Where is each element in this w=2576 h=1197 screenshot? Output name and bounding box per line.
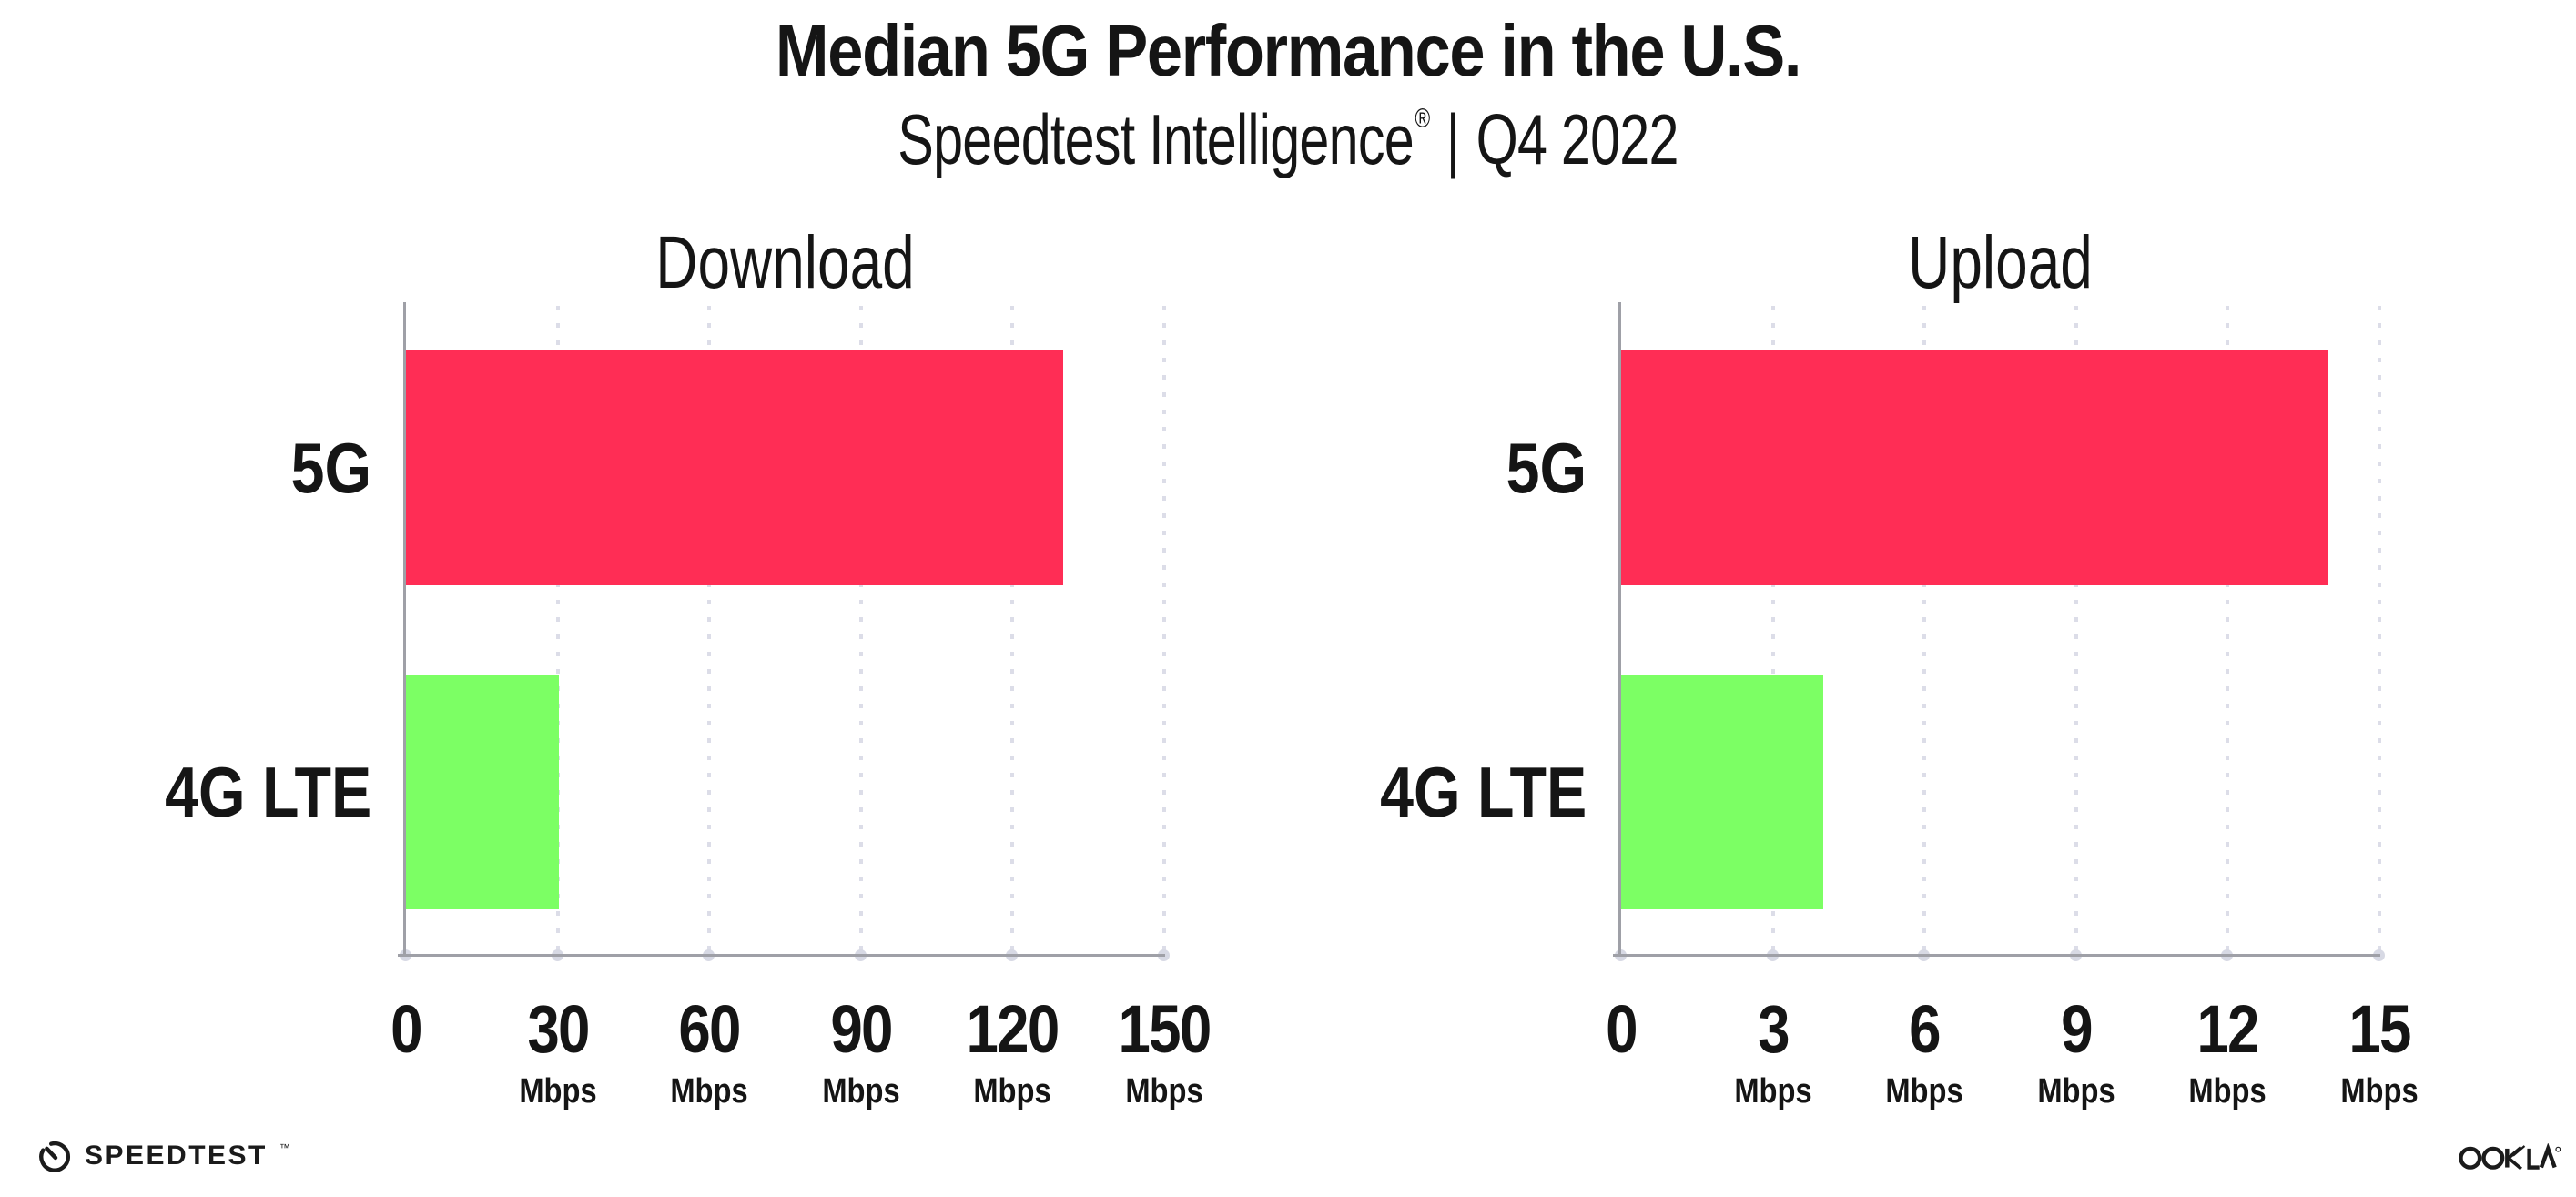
gridline-60 [707,306,712,954]
tick-label-0: 0 [1606,991,1638,1067]
category-label-5g: 5G [290,428,371,508]
y-axis [1618,302,1621,957]
tick-number: 120 [966,991,1060,1067]
page-title: Median 5G Performance in the U.S. [775,10,1801,91]
tick-label-3: 3 Mbps [1733,991,1812,1111]
tick-number: 150 [1118,991,1212,1067]
speedtest-trademark: ™ [279,1141,290,1154]
subtitle-period: Q4 2022 [1476,99,1679,179]
ookla-wordmark-icon [2459,1142,2561,1171]
gridline-6 [1922,306,1927,954]
tick-label-0: 0 [390,991,422,1067]
gridline-12 [2226,306,2230,954]
x-axis [1613,954,2380,957]
tick-label-120: 120 Mbps [966,991,1060,1111]
gridline-90 [858,306,863,954]
tick-label-15: 15 Mbps [2340,991,2419,1111]
bar-5g [1621,350,2329,585]
tick-unit-label: Mbps [2340,1072,2419,1111]
tick-number: 0 [1606,991,1638,1067]
category-label-4g-lte: 4G LTE [164,752,371,832]
gridline-15 [2378,306,2381,954]
tick-unit-label: Mbps [2188,1072,2267,1111]
tick-number: 60 [678,991,742,1067]
tick-unit-label: Mbps [1885,1072,1963,1111]
tick-label-90: 90 Mbps [822,991,900,1111]
gridline-150 [1162,306,1166,954]
category-label-5g: 5G [1506,428,1587,508]
tick-label-30: 30 Mbps [518,991,597,1111]
tick-number: 30 [526,991,590,1067]
tick-number: 6 [1909,991,1941,1067]
ookla-logo [2459,1142,2561,1176]
chart-title-upload: Upload [1908,221,2093,304]
speedtest-logo: SPEEDTEST ™ [36,1138,290,1174]
gridline-9 [2074,306,2078,954]
x-axis [398,954,1165,957]
subtitle-brand: Speedtest Intelligence [898,99,1414,179]
speedtest-wordmark: SPEEDTEST [85,1141,268,1171]
registered-mark: ® [1415,104,1430,134]
tick-number: 3 [1757,991,1790,1067]
tick-number: 90 [830,991,893,1067]
tick-label-60: 60 Mbps [670,991,748,1111]
download-chart: 0 30 Mbps 60 Mbps 90 Mbps 120 Mbps 150 Mbps 5G 4G LT… [165,302,1212,1109]
tick-unit-label: Mbps [518,1072,597,1111]
chart-title-download: Download [655,221,915,304]
tick-label-12: 12 Mbps [2188,991,2267,1111]
bar-4g-lte [1621,675,1824,909]
gridline-3 [1770,306,1775,954]
tick-label-6: 6 Mbps [1885,991,1963,1111]
tick-unit-label: Mbps [670,1072,748,1111]
tick-number: 9 [2060,991,2093,1067]
tick-label-9: 9 Mbps [2037,991,2115,1111]
tick-number: 0 [390,991,422,1067]
tick-unit-label: Mbps [973,1072,1052,1111]
tick-unit-label: Mbps [2037,1072,2115,1111]
category-label-4g-lte: 4G LTE [1379,752,1587,832]
y-axis [403,302,406,957]
upload-chart: 0 3 Mbps 6 Mbps 9 Mbps 12 Mbps 15 Mbps 5G 4G LTE [1380,302,2419,1109]
bar-5g [406,350,1063,585]
tick-number: 15 [2348,991,2411,1067]
subtitle-separator: | [1445,99,1460,179]
tick-unit-label: Mbps [822,1072,900,1111]
gridline-30 [555,306,560,954]
tick-label-150: 150 Mbps [1118,991,1212,1111]
tick-number: 12 [2196,991,2260,1067]
tick-unit-label: Mbps [1125,1072,1203,1111]
bar-4g-lte [406,675,560,909]
speedtest-gauge-icon [39,1141,70,1172]
gridline-120 [1010,306,1015,954]
tick-unit-label: Mbps [1733,1072,1812,1111]
page-subtitle: Speedtest Intelligence® | Q4 2022 [309,104,2267,175]
